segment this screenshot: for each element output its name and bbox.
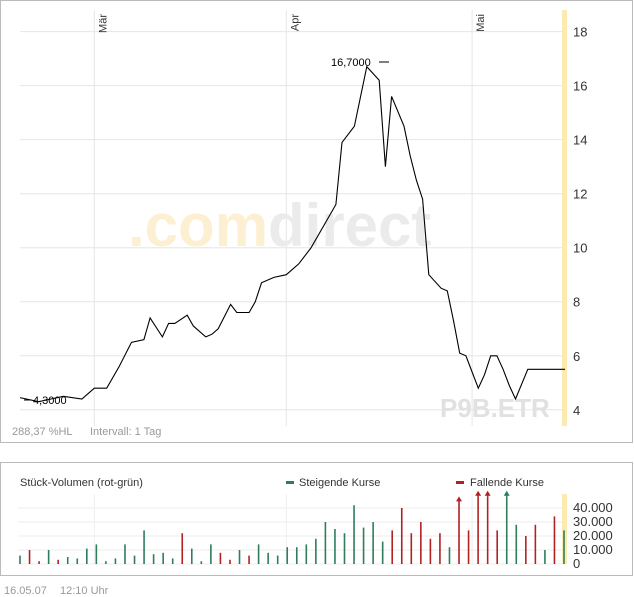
watermark-com: .com [128,192,268,259]
volume-bars [19,490,565,564]
month-label: Mär [97,14,109,33]
volume-marker-arrow [484,490,491,496]
volume-marker-arrow [475,490,482,496]
volume-tick-label: 30.000 [573,514,613,529]
current-day-band [562,10,567,426]
volume-marker-arrow [503,490,510,496]
volume-tick-label: 40.000 [573,500,613,515]
volume-tick-label: 10.000 [573,542,613,557]
price-tick-label: 18 [573,25,587,40]
watermark-direct: direct [268,192,431,259]
price-axis: 4 6 8 10 12 14 16 18 [573,25,587,418]
high-low-stats: 288,37 %HL [12,426,73,438]
legend-down-label: Fallende Kurse [470,477,544,489]
price-tick-label: 8 [573,295,580,310]
price-grid [20,10,565,426]
legend-up-swatch [286,481,294,484]
interval-label: Intervall: 1 Tag [90,426,161,438]
month-axis: Mär Apr Mai [97,14,487,33]
low-annotation: 4,3000 [33,395,67,407]
price-tick-label: 14 [573,133,587,148]
volume-title: Stück-Volumen (rot-grün) [20,477,143,489]
legend-down-swatch [456,481,464,484]
high-annotation: 16,7000 [331,57,371,69]
price-tick-label: 4 [573,403,580,418]
price-panel [0,0,633,443]
price-tick-label: 12 [573,187,587,202]
footer-date: 16.05.07 [4,585,47,597]
volume-marker-arrow [456,496,463,502]
price-tick-label: 6 [573,349,580,364]
volume-tick-label: 0 [573,556,580,571]
price-tick-label: 16 [573,79,587,94]
legend-up-label: Steigende Kurse [299,477,380,489]
volume-grid [18,494,566,565]
month-label: Apr [289,14,301,31]
symbol-watermark: P9B.ETR [440,393,550,423]
volume-current-day-band [562,494,567,564]
price-tick-label: 10 [573,241,587,256]
price-line [19,65,565,403]
month-label: Mai [475,14,487,32]
volume-tick-label: 20.000 [573,528,613,543]
footer-time: 12:10 Uhr [60,585,109,597]
